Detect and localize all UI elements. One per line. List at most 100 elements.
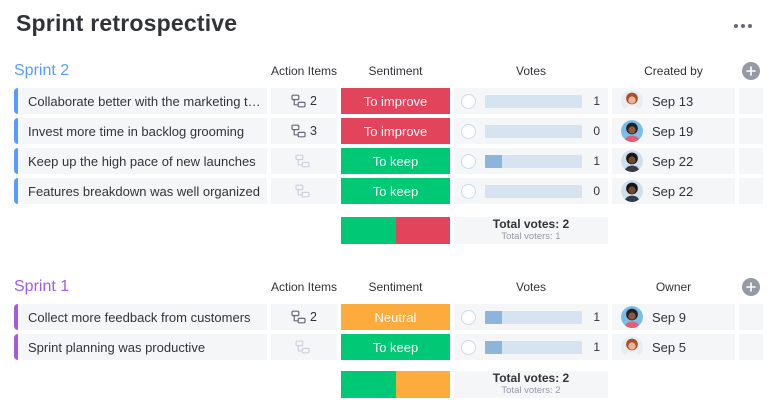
action-items-cell[interactable]: 2 — [271, 88, 337, 114]
item-name-cell[interactable]: Features breakdown was well organized — [14, 178, 267, 204]
item-name-cell[interactable]: Keep up the high pace of new launches — [14, 148, 267, 174]
column-header-votes[interactable]: Votes — [515, 280, 547, 294]
distribution-segment — [341, 217, 396, 244]
created-by-cell[interactable]: Sep 19 — [612, 118, 735, 144]
vote-bar — [485, 310, 582, 324]
group-color-strip — [14, 118, 18, 144]
item-name-cell[interactable]: Invest more time in backlog grooming — [14, 118, 267, 144]
plus-icon — [746, 66, 756, 76]
votes-cell: 0 — [454, 178, 608, 204]
vote-count: 1 — [593, 94, 600, 108]
avatar[interactable] — [621, 180, 643, 202]
votes-summary-cell: Total votes: 2 Total voters: 2 — [454, 371, 608, 398]
created-by-cell[interactable]: Sep 22 — [612, 178, 735, 204]
vote-bar — [485, 154, 582, 168]
sentiment-cell[interactable]: To improve — [341, 118, 450, 144]
column-header-action-items[interactable]: Action Items — [271, 280, 338, 294]
table-row: Collect more feedback from customers 2 N… — [14, 304, 763, 330]
group-color-strip — [14, 334, 18, 360]
vote-count: 1 — [593, 154, 600, 168]
votes-cell: 1 — [454, 88, 608, 114]
table-row: Invest more time in backlog grooming 3 T… — [14, 118, 763, 144]
created-date: Sep 9 — [652, 309, 686, 325]
vote-count: 1 — [593, 340, 600, 354]
avatar[interactable] — [621, 150, 643, 172]
table-row: Collaborate better with the marketing te… — [14, 88, 763, 114]
avatar[interactable] — [621, 90, 643, 112]
empty-add-column-cell — [739, 178, 763, 204]
sentiment-cell[interactable]: To keep — [341, 178, 450, 204]
column-header-action-items[interactable]: Action Items — [271, 64, 338, 78]
vote-circle-icon[interactable] — [461, 93, 476, 109]
subitems-icon — [294, 154, 310, 168]
item-name: Collaborate better with the marketing te… — [28, 93, 267, 109]
created-date: Sep 22 — [652, 153, 694, 169]
distribution-segment — [341, 371, 396, 398]
column-header-sentiment[interactable]: Sentiment — [368, 280, 423, 294]
owner-cell[interactable]: Sep 5 — [612, 334, 735, 360]
group-summary-row: Total votes: 2 Total voters: 1 — [14, 217, 763, 244]
item-name: Sprint planning was productive — [28, 339, 206, 355]
item-name: Keep up the high pace of new launches — [28, 153, 256, 169]
group-color-strip — [14, 88, 18, 114]
distribution-segment — [395, 371, 450, 398]
action-items-cell[interactable] — [271, 334, 337, 360]
column-header-sentiment[interactable]: Sentiment — [368, 64, 423, 78]
total-votes: Total votes: 2 — [492, 371, 570, 386]
group-title[interactable]: Sprint 2 — [14, 62, 70, 79]
action-items-cell[interactable]: 3 — [271, 118, 337, 144]
add-column-button[interactable] — [742, 62, 760, 80]
vote-count: 0 — [593, 184, 600, 198]
vote-count: 0 — [593, 124, 600, 138]
group-title[interactable]: Sprint 1 — [14, 278, 70, 295]
avatar[interactable] — [621, 120, 643, 142]
column-header-created-by[interactable]: Created by — [644, 64, 703, 78]
item-name-cell[interactable]: Sprint planning was productive — [14, 334, 267, 360]
vote-circle-icon[interactable] — [461, 123, 476, 139]
group-rows: Collect more feedback from customers 2 N… — [14, 304, 763, 360]
created-date: Sep 19 — [652, 123, 694, 139]
created-by-cell[interactable]: Sep 22 — [612, 148, 735, 174]
empty-add-column-cell — [739, 334, 763, 360]
empty-add-column-cell — [739, 304, 763, 330]
sentiment-distribution-bar[interactable] — [341, 371, 450, 398]
sentiment-cell[interactable]: Neutral — [341, 304, 450, 330]
sentiment-cell[interactable]: To improve — [341, 88, 450, 114]
vote-circle-icon[interactable] — [461, 309, 476, 325]
ellipsis-icon[interactable] — [734, 24, 752, 28]
action-items-count: 2 — [310, 94, 317, 108]
plus-icon — [746, 282, 756, 292]
sentiment-distribution-bar[interactable] — [341, 217, 450, 244]
item-name-cell[interactable]: Collaborate better with the marketing te… — [14, 88, 267, 114]
item-name-cell[interactable]: Collect more feedback from customers — [14, 304, 267, 330]
sentiment-cell[interactable]: To keep — [341, 334, 450, 360]
column-header-votes[interactable]: Votes — [515, 64, 547, 78]
action-items-cell[interactable] — [271, 148, 337, 174]
column-header-owner[interactable]: Owner — [655, 280, 692, 294]
page-title[interactable]: Sprint retrospective — [16, 10, 238, 36]
action-items-cell[interactable]: 2 — [271, 304, 337, 330]
distribution-segment — [395, 217, 450, 244]
sentiment-cell[interactable]: To keep — [341, 148, 450, 174]
created-date: Sep 13 — [652, 93, 694, 109]
owner-cell[interactable]: Sep 9 — [612, 304, 735, 330]
table-row: Features breakdown was well organized To… — [14, 178, 763, 204]
group-header: Sprint 2 Action Items Sentiment Votes Cr… — [14, 60, 763, 82]
action-items-cell[interactable] — [271, 178, 337, 204]
created-by-cell[interactable]: Sep 13 — [612, 88, 735, 114]
total-votes: Total votes: 2 — [492, 217, 570, 232]
table-row: Sprint planning was productive To keep 1… — [14, 334, 763, 360]
vote-circle-icon[interactable] — [461, 339, 476, 355]
subitems-icon — [291, 94, 306, 108]
subitems-icon — [291, 124, 306, 138]
avatar[interactable] — [621, 336, 643, 358]
vote-circle-icon[interactable] — [461, 153, 476, 169]
vote-circle-icon[interactable] — [461, 183, 476, 199]
avatar[interactable] — [621, 306, 643, 328]
action-items-count: 2 — [310, 310, 317, 324]
subitems-icon — [291, 310, 306, 324]
empty-add-column-cell — [739, 118, 763, 144]
add-column-button[interactable] — [742, 278, 760, 296]
group-color-strip — [14, 178, 18, 204]
